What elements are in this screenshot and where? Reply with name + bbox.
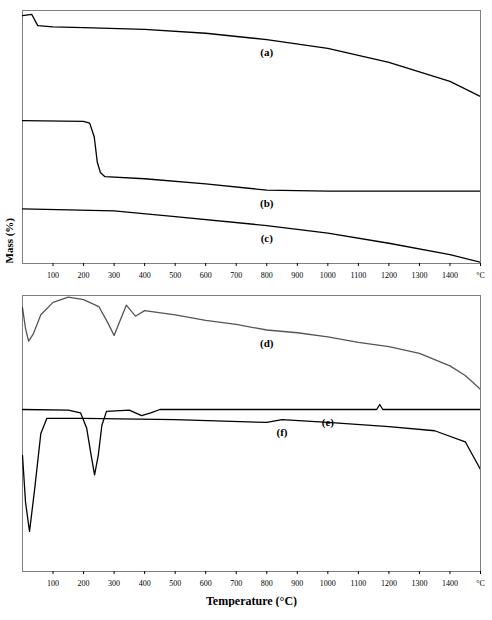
svg-text:1100: 1100 — [351, 271, 367, 280]
svg-text:1300: 1300 — [411, 271, 427, 280]
svg-text:200: 200 — [78, 271, 90, 280]
svg-text:1200: 1200 — [381, 271, 397, 280]
svg-text:200: 200 — [78, 579, 90, 588]
svg-text:800: 800 — [261, 579, 273, 588]
svg-text:°C: °C — [476, 579, 485, 588]
svg-text:(c): (c) — [261, 232, 274, 245]
svg-text:1000: 1000 — [320, 579, 336, 588]
svg-text:400: 400 — [139, 271, 151, 280]
svg-text:600: 600 — [200, 271, 212, 280]
svg-text:500: 500 — [169, 271, 181, 280]
svg-text:900: 900 — [291, 579, 303, 588]
svg-text:1100: 1100 — [351, 579, 367, 588]
svg-text:(d): (d) — [260, 337, 274, 350]
svg-text:1000: 1000 — [320, 271, 336, 280]
svg-text:Mass (%): Mass (%) — [3, 218, 16, 264]
svg-text:700: 700 — [230, 579, 242, 588]
svg-text:800: 800 — [261, 271, 273, 280]
svg-text:Temperature (°C): Temperature (°C) — [206, 594, 297, 608]
svg-text:(a): (a) — [260, 46, 273, 59]
svg-text:(f): (f) — [277, 426, 288, 439]
svg-text:1400: 1400 — [442, 271, 458, 280]
svg-text:900: 900 — [291, 271, 303, 280]
svg-text:600: 600 — [200, 579, 212, 588]
svg-text:100: 100 — [47, 271, 59, 280]
svg-text:300: 300 — [108, 579, 120, 588]
svg-text:(b): (b) — [260, 197, 274, 210]
svg-text:1400: 1400 — [442, 579, 458, 588]
svg-text:100: 100 — [47, 579, 59, 588]
svg-text:°C: °C — [476, 271, 485, 280]
svg-text:(e): (e) — [321, 416, 334, 428]
svg-text:1300: 1300 — [411, 579, 427, 588]
svg-text:400: 400 — [139, 579, 151, 588]
svg-text:500: 500 — [169, 579, 181, 588]
svg-text:700: 700 — [230, 271, 242, 280]
svg-text:1200: 1200 — [381, 579, 397, 588]
svg-text:300: 300 — [108, 271, 120, 280]
